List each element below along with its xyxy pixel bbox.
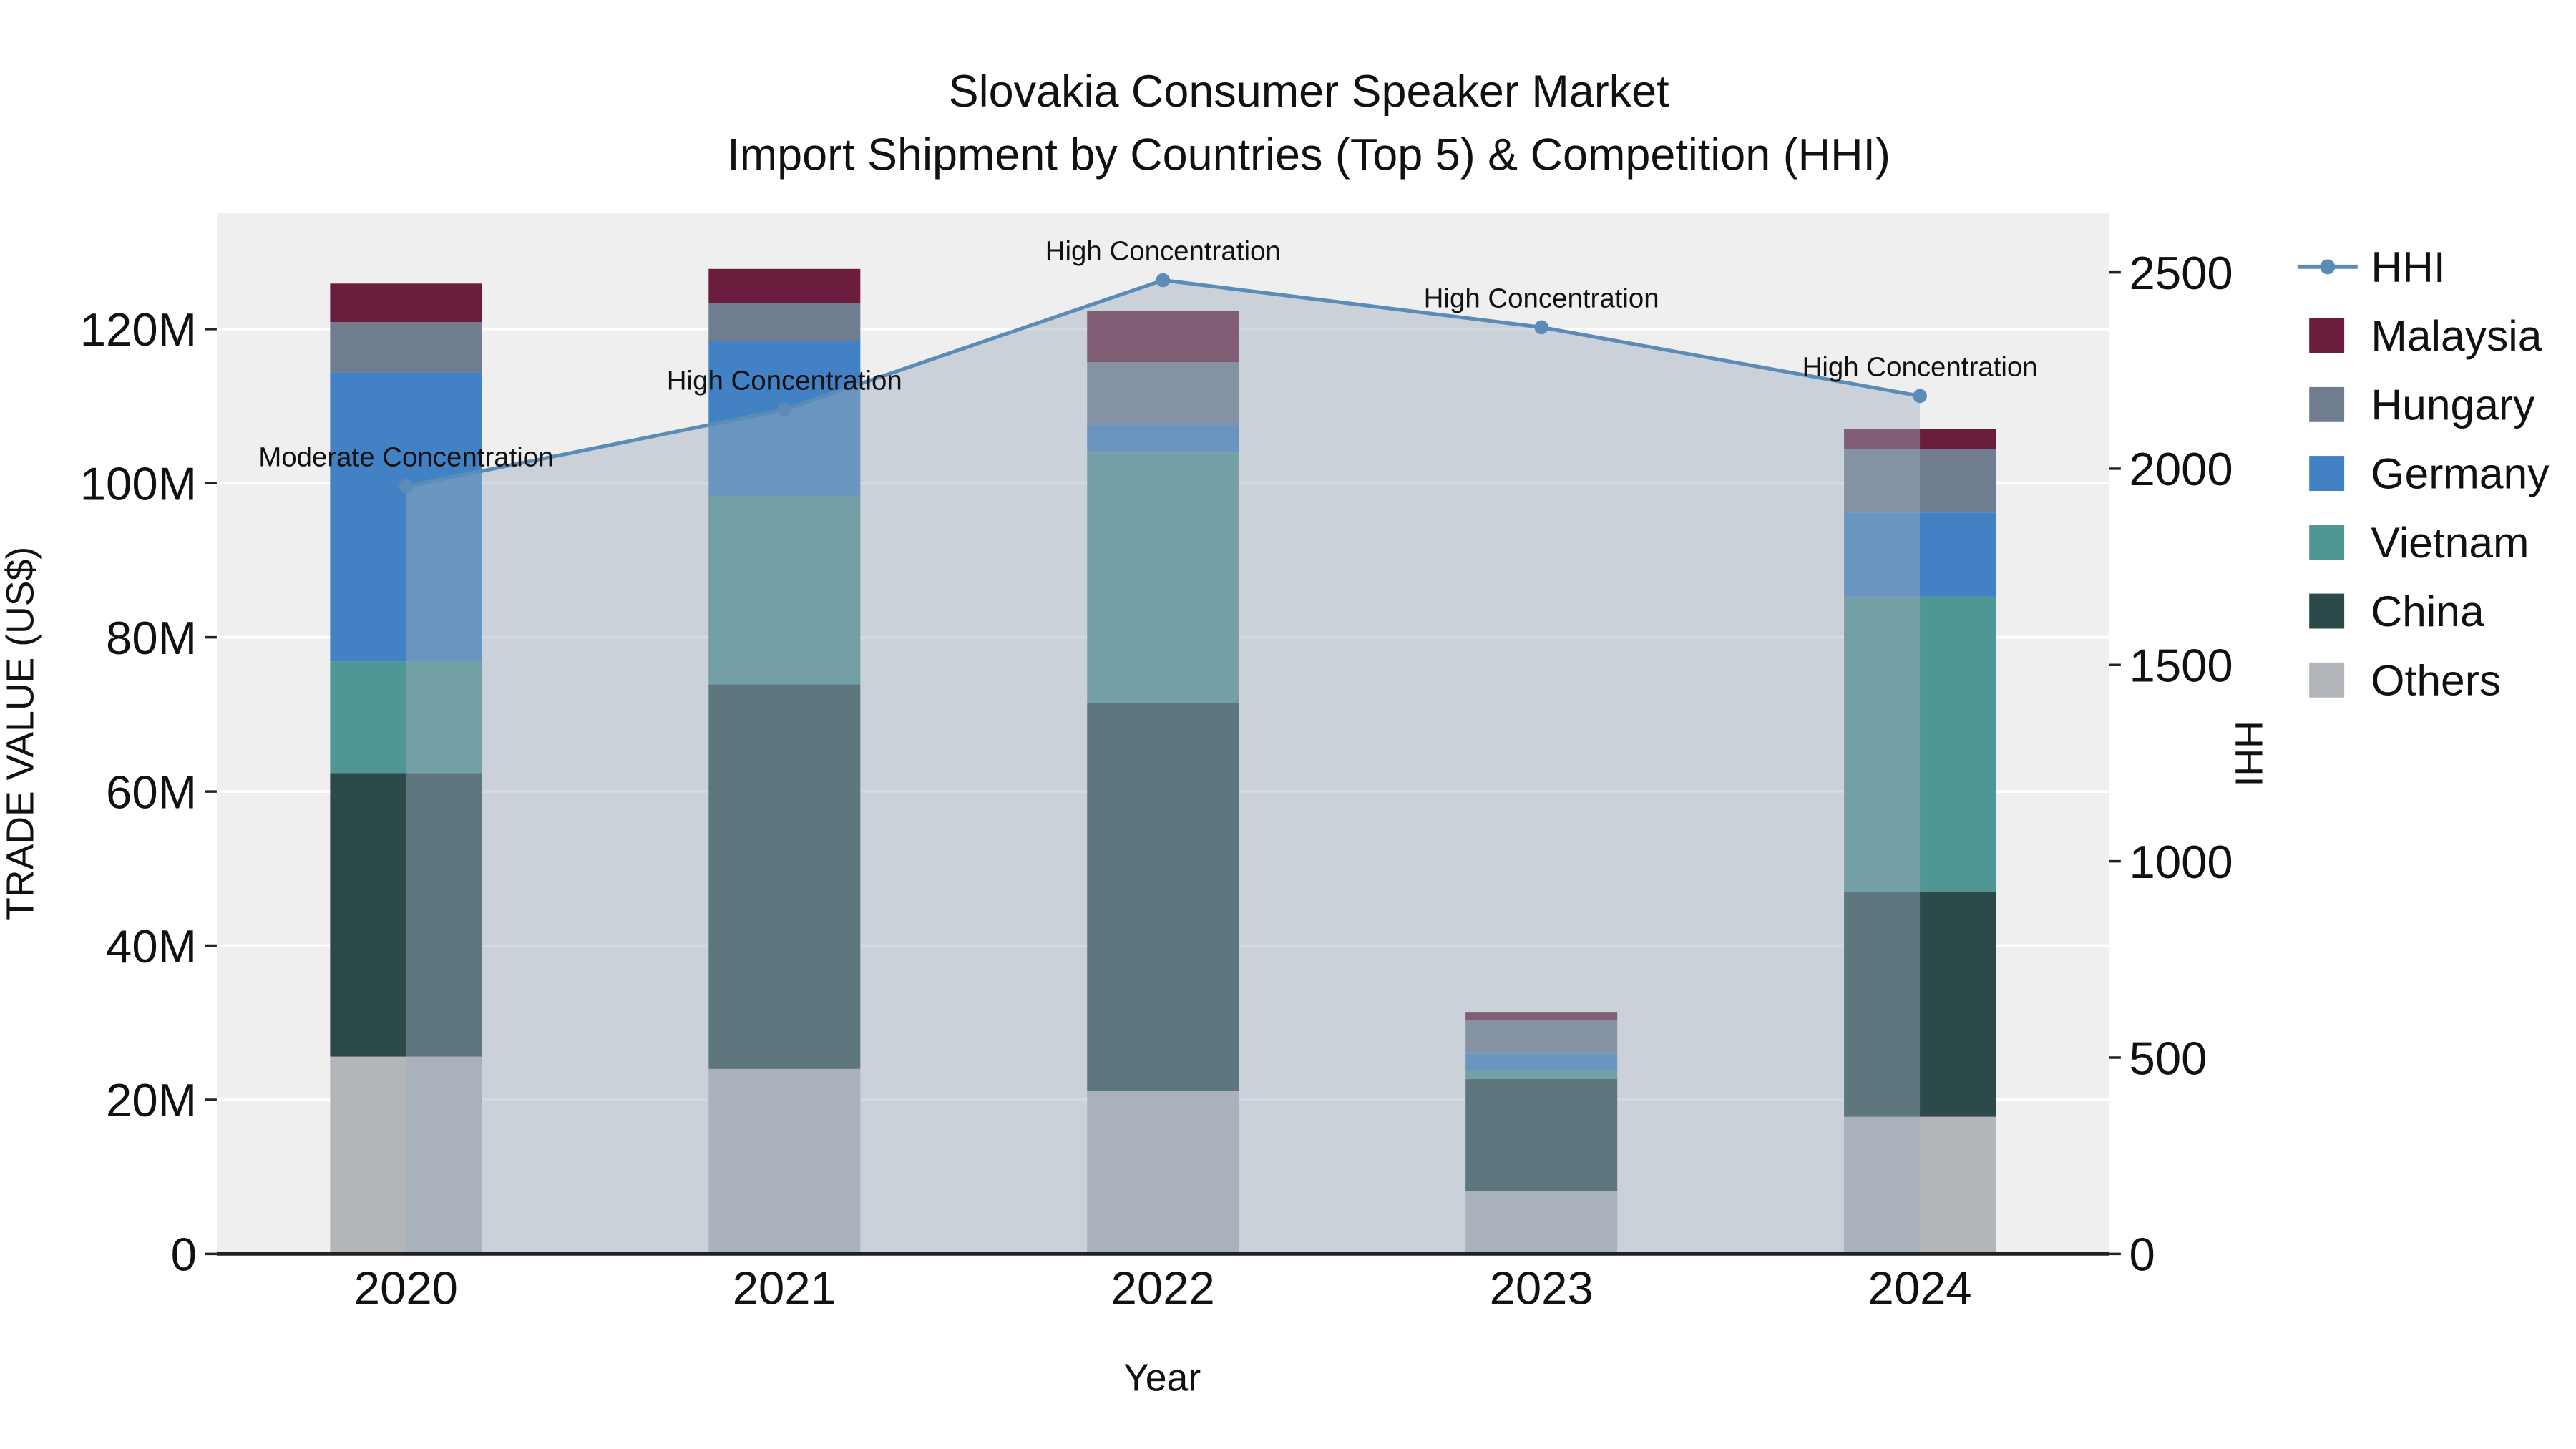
bar-germany-2024[interactable] bbox=[1844, 512, 1996, 597]
annotation-2021: High Concentration bbox=[667, 366, 902, 396]
y-left-tick-label: 60M bbox=[106, 766, 197, 818]
legend-item-label: China bbox=[2371, 587, 2484, 635]
bar-germany-2023[interactable] bbox=[1465, 1053, 1618, 1071]
legend-item-label: HHI bbox=[2371, 243, 2445, 291]
x-axis-title: Year bbox=[1123, 1356, 1201, 1399]
bar-malaysia-2020[interactable] bbox=[330, 283, 482, 323]
bar-malaysia-2022[interactable] bbox=[1087, 310, 1239, 363]
legend-color-swatch bbox=[2309, 318, 2345, 353]
hhi-area-fill bbox=[406, 280, 1921, 1254]
bar-malaysia-2024[interactable] bbox=[1844, 429, 1996, 449]
legend-color-swatch bbox=[2309, 525, 2345, 560]
bar-china-2024[interactable] bbox=[1844, 892, 1996, 1117]
legend-item-vietnam[interactable]: Vietnam bbox=[2309, 518, 2529, 567]
hhi-marker-2021[interactable] bbox=[777, 402, 792, 417]
legend-color-swatch bbox=[2309, 662, 2345, 698]
bar-others-2024[interactable] bbox=[1844, 1116, 1996, 1254]
bar-hungary-2020[interactable] bbox=[330, 322, 482, 373]
chart-title-line2: Import Shipment by Countries (Top 5) & C… bbox=[727, 130, 1890, 180]
bar-malaysia-2023[interactable] bbox=[1465, 1012, 1618, 1020]
y-right-tick-label: 1000 bbox=[2129, 836, 2233, 888]
bar-vietnam-2022[interactable] bbox=[1087, 452, 1239, 703]
legend-item-others[interactable]: Others bbox=[2309, 655, 2501, 704]
bar-germany-2022[interactable] bbox=[1087, 424, 1239, 453]
y-left-axis-title: TRADE VALUE (US$) bbox=[0, 547, 42, 921]
bar-vietnam-2024[interactable] bbox=[1844, 596, 1996, 892]
legend-item-label: Others bbox=[2371, 655, 2501, 704]
legend-item-hungary[interactable]: Hungary bbox=[2309, 380, 2535, 429]
x-tick-label-2022: 2022 bbox=[1111, 1262, 1215, 1314]
legend-color-swatch bbox=[2309, 386, 2345, 422]
legend-item-malaysia[interactable]: Malaysia bbox=[2309, 311, 2542, 360]
bar-china-2020[interactable] bbox=[330, 773, 482, 1057]
bar-china-2023[interactable] bbox=[1465, 1078, 1618, 1191]
legend-item-label: Germany bbox=[2371, 449, 2550, 498]
plot-layer: Moderate Concentration High Concentration… bbox=[80, 213, 2233, 1314]
bar-hungary-2023[interactable] bbox=[1465, 1020, 1618, 1054]
y-left-tick-label: 120M bbox=[80, 303, 197, 356]
bar-vietnam-2021[interactable] bbox=[708, 496, 861, 685]
legend-item-label: Malaysia bbox=[2371, 311, 2542, 360]
y-right-axis-title: HHI bbox=[2228, 721, 2270, 786]
y-right-tick-label: 1500 bbox=[2129, 640, 2233, 692]
bar-china-2021[interactable] bbox=[708, 684, 861, 1069]
legend-item-hhi[interactable]: HHI bbox=[2297, 243, 2446, 291]
legend-item-label: Vietnam bbox=[2371, 518, 2529, 567]
legend-item-china[interactable]: China bbox=[2309, 587, 2484, 635]
y-left-tick-label: 100M bbox=[80, 458, 197, 510]
legend-item-label: Hungary bbox=[2371, 380, 2535, 429]
x-tick-label-2020: 2020 bbox=[354, 1262, 458, 1314]
bar-vietnam-2020[interactable] bbox=[330, 661, 482, 774]
hhi-marker-2020[interactable] bbox=[399, 479, 414, 494]
legend-marker-swatch bbox=[2320, 259, 2336, 275]
y-left-tick-label: 80M bbox=[106, 612, 197, 664]
legend-color-swatch bbox=[2309, 456, 2345, 492]
bar-hungary-2021[interactable] bbox=[708, 303, 861, 341]
hhi-marker-2023[interactable] bbox=[1534, 320, 1548, 335]
y-right-tick-label: 0 bbox=[2129, 1229, 2155, 1281]
bar-hungary-2024[interactable] bbox=[1844, 449, 1996, 513]
y-left-tick-label: 20M bbox=[106, 1074, 197, 1126]
x-tick-label-2021: 2021 bbox=[733, 1262, 836, 1314]
bar-others-2022[interactable] bbox=[1087, 1091, 1239, 1254]
bar-hungary-2022[interactable] bbox=[1087, 362, 1239, 425]
chart-title-line1: Slovakia Consumer Speaker Market bbox=[949, 67, 1669, 117]
legend-item-germany[interactable]: Germany bbox=[2309, 449, 2550, 498]
bar-others-2021[interactable] bbox=[708, 1068, 861, 1254]
y-right-tick-label: 2500 bbox=[2129, 247, 2233, 299]
bar-others-2023[interactable] bbox=[1465, 1191, 1618, 1254]
y-right-tick-label: 500 bbox=[2129, 1032, 2207, 1084]
annotation-2020: Moderate Concentration bbox=[258, 442, 553, 473]
bar-vietnam-2023[interactable] bbox=[1465, 1070, 1618, 1079]
legend-color-swatch bbox=[2309, 593, 2345, 629]
x-tick-label-2024: 2024 bbox=[1868, 1262, 1972, 1314]
x-tick-label-2023: 2023 bbox=[1490, 1262, 1594, 1314]
y-right-tick-label: 2000 bbox=[2129, 443, 2233, 495]
bar-others-2020[interactable] bbox=[330, 1056, 482, 1254]
hhi-marker-2024[interactable] bbox=[1913, 389, 1927, 404]
bar-malaysia-2021[interactable] bbox=[708, 268, 861, 303]
annotation-2022: High Concentration bbox=[1045, 236, 1281, 267]
annotation-2024: High Concentration bbox=[1802, 351, 2038, 382]
y-left-tick-label: 0 bbox=[171, 1229, 197, 1281]
bar-china-2022[interactable] bbox=[1087, 703, 1239, 1091]
y-left-tick-label: 40M bbox=[106, 920, 197, 972]
hhi-marker-2022[interactable] bbox=[1156, 273, 1171, 288]
legend: HHI Malaysia Hungary Germany Vietnam China Oth… bbox=[2297, 243, 2550, 704]
bar-germany-2020[interactable] bbox=[330, 372, 482, 662]
annotation-2023: High Concentration bbox=[1424, 283, 1659, 313]
